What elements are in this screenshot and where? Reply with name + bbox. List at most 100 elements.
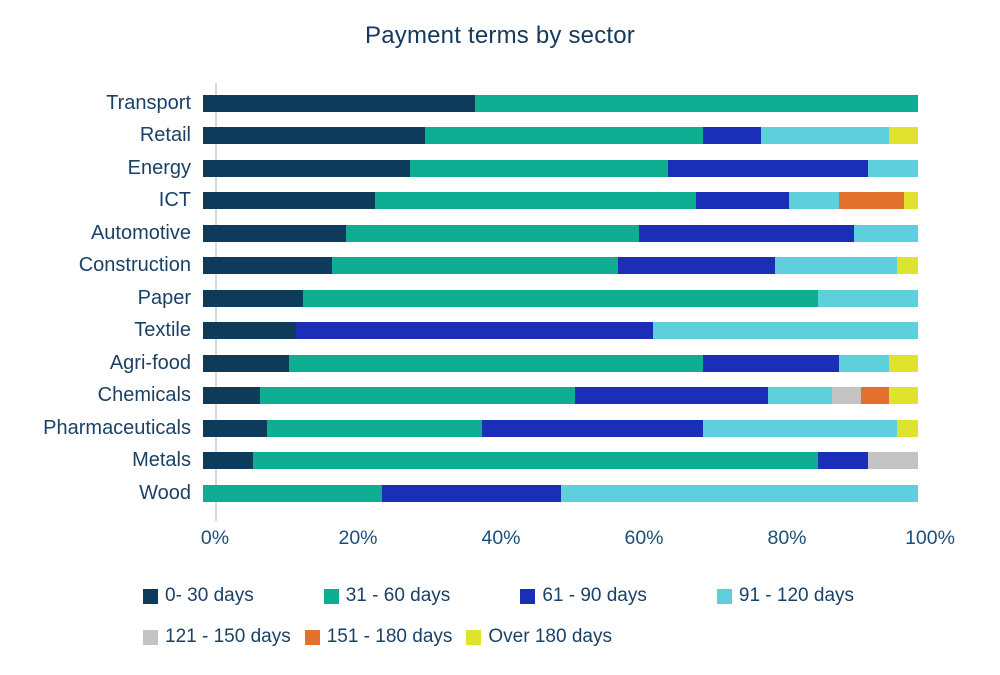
chart-row: Retail <box>0 120 930 153</box>
legend-swatch <box>304 629 320 645</box>
category-label: Energy <box>127 156 191 179</box>
legend: 0- 30 days 31 - 60 days 61 - 90 days 91 - 1… <box>143 585 973 667</box>
bar-track <box>203 159 918 177</box>
bar-segment-over-180-days <box>889 127 918 145</box>
plot-area: Transport Retail Energy ICT Automotive Constr… <box>0 83 1000 567</box>
category-label: Wood <box>139 481 191 504</box>
bar-track <box>203 257 918 275</box>
x-tick-label: 20% <box>338 527 378 549</box>
chart-title: Payment terms by sector <box>364 22 636 49</box>
bar-segment-0-30-days <box>203 159 411 177</box>
legend-item-91-120-days: 91 - 120 days <box>716 585 855 607</box>
bar-segment-0-30-days <box>203 192 375 210</box>
legend-label: 61 - 90 days <box>542 585 647 606</box>
bar-segment-0-30-days <box>203 322 296 340</box>
x-tick-label: 40% <box>481 527 521 549</box>
legend-item-over-180-days: Over 180 days <box>466 626 612 648</box>
legend-row: 0- 30 days 31 - 60 days 61 - 90 days 91 - 1… <box>143 585 973 607</box>
legend-label: 91 - 120 days <box>738 585 855 606</box>
bar-segment-over-180-days <box>889 387 918 405</box>
chart-row: Agri-food <box>0 347 930 380</box>
bar-segment-151-180-days <box>839 192 904 210</box>
bar-segment-0-30-days <box>203 224 346 242</box>
bar-track <box>203 192 918 210</box>
bar-segment-0-30-days <box>203 354 289 372</box>
bar-segment-61-90-days <box>667 159 868 177</box>
bar-segment-91-120-days <box>867 159 918 177</box>
category-label: Agri-food <box>109 351 191 374</box>
chart-row: Automotive <box>0 217 930 250</box>
legend-label: 151 - 180 days <box>326 626 453 647</box>
legend-label: 31 - 60 days <box>345 585 451 606</box>
bar-segment-61-90-days <box>574 387 768 405</box>
bar-segment-over-180-days <box>889 354 918 372</box>
x-axis: 0% 20% 40% 60% 80% 100% <box>201 527 955 557</box>
legend-swatch <box>323 588 339 604</box>
bar-segment-over-180-days <box>903 192 918 210</box>
bar-segment-0-30-days <box>203 419 268 437</box>
x-tick-label: 60% <box>624 527 664 549</box>
category-label: Automotive <box>90 221 191 244</box>
category-label: Retail <box>139 124 191 147</box>
bar-segment-61-90-days <box>381 484 561 502</box>
bar-segment-31-60-days <box>424 127 704 145</box>
category-label: Chemicals <box>97 384 191 407</box>
category-label: Construction <box>78 254 191 277</box>
bar-segment-91-120-days <box>817 289 918 307</box>
bar-segment-31-60-days <box>474 94 918 112</box>
bar-segment-0-30-days <box>203 289 304 307</box>
bar-segment-61-90-days <box>617 257 775 275</box>
bar-segment-0-30-days <box>203 387 261 405</box>
bar-segment-91-120-days <box>560 484 918 502</box>
bar-segment-31-60-days <box>374 192 697 210</box>
legend-row: 121 - 150 days 151 - 180 days Over 180 day… <box>143 626 973 648</box>
bar-segment-91-120-days <box>703 419 897 437</box>
bar-segment-91-120-days <box>853 224 918 242</box>
legend-item-151-180-days: 151 - 180 days <box>304 626 453 648</box>
bar-segment-0-30-days <box>203 94 475 112</box>
bar-track <box>203 94 918 112</box>
legend-swatch <box>520 588 536 604</box>
bars-container: Transport Retail Energy ICT Automotive Constr… <box>0 87 930 510</box>
chart-row: Textile <box>0 315 930 348</box>
bar-segment-91-120-days <box>767 387 833 405</box>
bar-track <box>203 452 918 470</box>
legend-item-0-30-days: 0- 30 days <box>143 585 254 607</box>
legend-label: 121 - 150 days <box>165 626 291 647</box>
legend-label: Over 180 days <box>488 626 612 647</box>
legend-swatch <box>143 629 158 645</box>
x-tick-label: 100% <box>905 527 955 549</box>
bar-segment-61-90-days <box>817 452 868 470</box>
bar-segment-121-150-days <box>832 387 861 405</box>
bar-segment-61-90-days <box>703 127 761 145</box>
bar-segment-61-90-days <box>481 419 704 437</box>
bar-segment-91-120-days <box>839 354 890 372</box>
bar-track <box>203 419 918 437</box>
bar-segment-0-30-days <box>203 127 425 145</box>
bar-segment-31-60-days <box>410 159 668 177</box>
bar-segment-61-90-days <box>703 354 840 372</box>
chart-row: Transport <box>0 87 930 120</box>
category-label: ICT <box>158 189 191 212</box>
legend-item-31-60-days: 31 - 60 days <box>323 585 451 607</box>
bar-segment-91-120-days <box>653 322 918 340</box>
x-tick-label: 0% <box>200 527 230 549</box>
chart-row: Wood <box>0 477 930 510</box>
bar-segment-91-120-days <box>774 257 897 275</box>
category-label: Pharmaceuticals <box>43 416 191 439</box>
x-tick-label: 80% <box>767 527 807 549</box>
bar-segment-over-180-days <box>896 257 918 275</box>
bar-segment-31-60-days <box>303 289 818 307</box>
bar-track <box>203 224 918 242</box>
bar-track <box>203 289 918 307</box>
bar-track <box>203 484 918 502</box>
bar-track <box>203 354 918 372</box>
bar-segment-151-180-days <box>860 387 890 405</box>
bar-segment-61-90-days <box>696 192 790 210</box>
legend-item-61-90-days: 61 - 90 days <box>520 585 647 607</box>
legend-item-121-150-days: 121 - 150 days <box>143 626 291 648</box>
category-label: Metals <box>132 449 191 472</box>
category-label: Paper <box>137 286 191 309</box>
category-label: Textile <box>134 319 191 342</box>
bar-track <box>203 127 918 145</box>
